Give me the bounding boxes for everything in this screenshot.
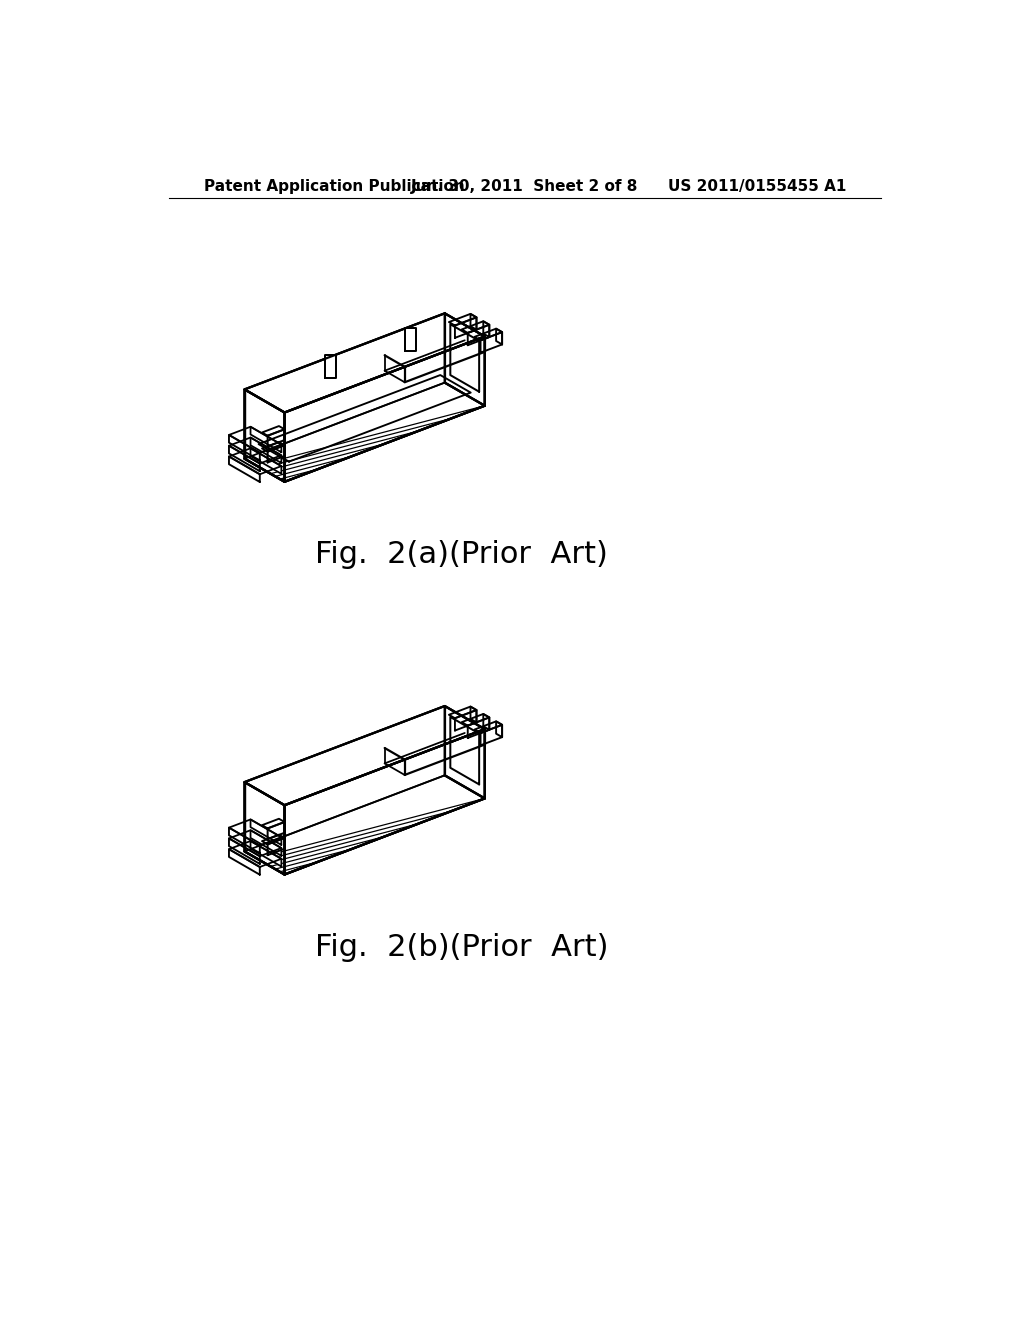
Polygon shape <box>470 314 476 330</box>
Polygon shape <box>245 775 484 875</box>
Polygon shape <box>267 429 285 446</box>
Polygon shape <box>245 389 285 482</box>
Polygon shape <box>251 449 282 474</box>
Polygon shape <box>267 822 285 840</box>
Polygon shape <box>229 841 282 867</box>
Polygon shape <box>245 313 444 459</box>
Polygon shape <box>245 781 285 875</box>
Polygon shape <box>259 375 471 462</box>
Polygon shape <box>483 714 489 730</box>
Polygon shape <box>480 725 502 746</box>
Polygon shape <box>468 718 489 738</box>
Polygon shape <box>229 849 260 875</box>
Polygon shape <box>245 706 484 805</box>
Polygon shape <box>229 457 260 482</box>
Polygon shape <box>285 337 484 482</box>
Polygon shape <box>404 337 484 383</box>
Polygon shape <box>245 383 484 482</box>
Polygon shape <box>262 442 285 451</box>
Polygon shape <box>245 706 444 851</box>
Polygon shape <box>449 706 476 718</box>
Polygon shape <box>229 446 260 471</box>
Polygon shape <box>444 313 484 405</box>
Text: Fig.  2(a)(Prior  Art): Fig. 2(a)(Prior Art) <box>315 540 608 569</box>
Polygon shape <box>251 830 282 855</box>
Polygon shape <box>289 337 471 462</box>
Polygon shape <box>262 426 285 436</box>
Polygon shape <box>326 355 336 378</box>
Polygon shape <box>229 426 282 453</box>
Polygon shape <box>455 317 476 338</box>
Polygon shape <box>267 838 285 855</box>
Polygon shape <box>385 341 484 383</box>
Polygon shape <box>229 828 260 853</box>
Polygon shape <box>285 729 484 875</box>
Polygon shape <box>259 388 289 462</box>
Polygon shape <box>462 321 489 333</box>
Polygon shape <box>229 838 260 863</box>
Polygon shape <box>470 706 476 722</box>
Polygon shape <box>480 333 502 352</box>
Polygon shape <box>406 329 416 351</box>
Polygon shape <box>245 781 285 875</box>
Polygon shape <box>229 437 282 463</box>
Polygon shape <box>496 329 502 345</box>
Polygon shape <box>385 733 484 775</box>
Polygon shape <box>404 729 484 775</box>
Polygon shape <box>451 717 479 784</box>
Polygon shape <box>245 313 484 412</box>
Polygon shape <box>245 313 444 459</box>
Polygon shape <box>451 325 479 392</box>
Polygon shape <box>474 329 502 341</box>
Polygon shape <box>229 434 260 461</box>
Polygon shape <box>285 337 484 482</box>
Polygon shape <box>468 325 489 346</box>
Polygon shape <box>449 314 476 326</box>
Text: Jun. 30, 2011  Sheet 2 of 8: Jun. 30, 2011 Sheet 2 of 8 <box>411 180 639 194</box>
Polygon shape <box>474 721 502 733</box>
Polygon shape <box>462 714 489 726</box>
Polygon shape <box>444 706 484 799</box>
Polygon shape <box>285 729 484 875</box>
Polygon shape <box>245 706 444 851</box>
Polygon shape <box>444 706 484 799</box>
Polygon shape <box>483 321 489 337</box>
Polygon shape <box>229 830 282 857</box>
Polygon shape <box>251 820 282 845</box>
Polygon shape <box>262 834 285 845</box>
Polygon shape <box>251 426 282 453</box>
Text: Fig.  2(b)(Prior  Art): Fig. 2(b)(Prior Art) <box>315 933 608 962</box>
Polygon shape <box>229 449 282 474</box>
Text: Patent Application Publication: Patent Application Publication <box>204 180 465 194</box>
Polygon shape <box>251 437 282 463</box>
Polygon shape <box>496 721 502 737</box>
Polygon shape <box>455 710 476 730</box>
Polygon shape <box>229 820 282 845</box>
Polygon shape <box>262 818 285 829</box>
Polygon shape <box>245 389 285 482</box>
Polygon shape <box>245 706 484 805</box>
Polygon shape <box>245 313 484 412</box>
Text: US 2011/0155455 A1: US 2011/0155455 A1 <box>669 180 847 194</box>
Polygon shape <box>251 841 282 866</box>
Polygon shape <box>444 313 484 405</box>
Polygon shape <box>267 445 285 462</box>
